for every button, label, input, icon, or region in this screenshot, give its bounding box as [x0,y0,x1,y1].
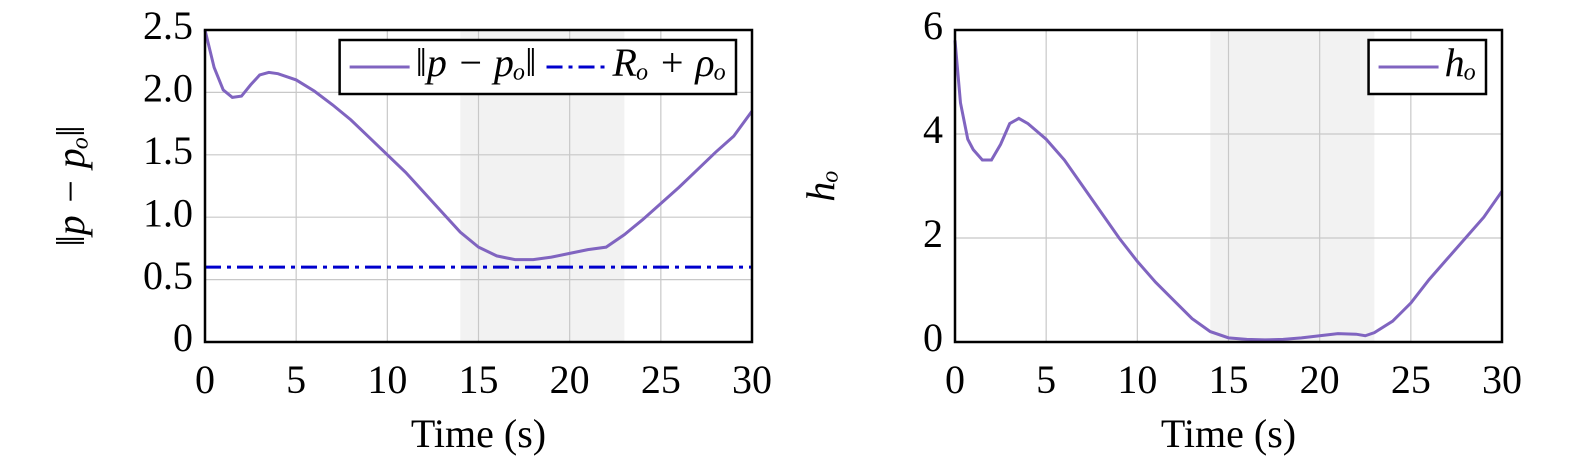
legend-label: ‖p − pₒ‖ [416,40,537,85]
x-axis-label: Time (s) [411,411,546,456]
data-line [203,29,754,262]
x-tick-label: 0 [195,357,215,402]
plot-frame [203,28,754,344]
data-line [953,40,1504,342]
y-tick-label: 2 [923,211,943,256]
y-axis-label: hₒ [798,170,843,201]
x-tick-label: 30 [732,357,772,402]
y-tick-label: 2.5 [143,3,193,48]
legend-frame [338,38,738,96]
plot-frame [953,28,1504,344]
x-axis-label: Time (s) [1161,411,1296,456]
y-tick-label: 0 [173,315,193,360]
y-tick-label: 6 [923,3,943,48]
legend: hₒ [1367,38,1488,96]
y-tick-label: 0.5 [143,253,193,298]
y-axis-label: ‖p − pₒ‖ [48,126,93,247]
x-tick-label: 20 [1300,357,1340,402]
legend-label: hₒ [1445,40,1476,85]
y-tick-label: 0 [923,315,943,360]
y-tick-label: 1.0 [143,190,193,235]
x-tick-label: 25 [1391,357,1431,402]
legend: ‖p − pₒ‖ Rₒ + ρₒ [338,38,738,96]
x-tick-label: 15 [459,357,499,402]
y-tick-label: 4 [923,107,943,152]
x-tick-label: 15 [1209,357,1249,402]
y-tick-label: 2.0 [143,66,193,111]
x-tick-label: 25 [641,357,681,402]
x-tick-label: 5 [286,357,306,402]
x-tick-label: 5 [1036,357,1056,402]
x-tick-label: 10 [1117,357,1157,402]
x-tick-label: 20 [550,357,590,402]
x-tick-label: 30 [1482,357,1522,402]
legend-label: Rₒ + ρₒ [612,40,726,85]
y-tick-label: 1.5 [143,128,193,173]
x-tick-label: 10 [367,357,407,402]
x-tick-label: 0 [945,357,965,402]
shaded-region [1210,30,1375,342]
